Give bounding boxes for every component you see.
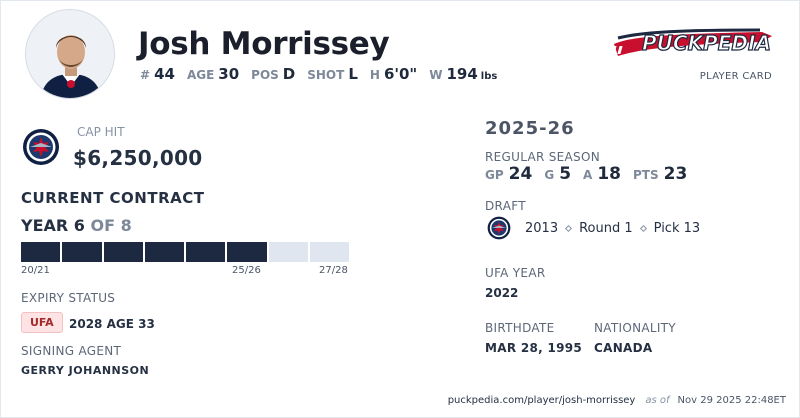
height-value: 6'0" <box>383 65 418 83</box>
height-label: H <box>369 68 380 82</box>
draft-year: 2013 <box>525 221 559 236</box>
jets-logo-icon <box>487 216 511 240</box>
signing-agent-label: SIGNING AGENT <box>21 344 122 358</box>
contract-year-segment <box>309 242 349 262</box>
as-of-label: as of <box>645 395 670 406</box>
draft-pick: Pick 13 <box>653 221 701 236</box>
goals-value: 5 <box>559 164 572 184</box>
weight-value: 194 <box>446 65 478 83</box>
contract-progress-bar <box>21 242 349 262</box>
timestamp: Nov 29 2025 22:48ET <box>677 395 786 406</box>
shot-label: SHOT <box>307 68 345 82</box>
birthdate-value: MAR 28, 1995 <box>485 341 583 355</box>
pos-label: POS <box>251 68 279 82</box>
ufa-year-label: UFA YEAR <box>485 266 546 280</box>
player-card-label: PLAYER CARD <box>699 71 772 82</box>
ufa-year-value: 2022 <box>485 286 519 300</box>
nationality-value: CANADA <box>594 341 653 355</box>
ufa-status-badge: UFA <box>21 312 63 333</box>
puckpedia-logo[interactable]: PUCKPEDIA <box>611 22 774 68</box>
goals-label: G <box>544 168 555 182</box>
logo-text: PUCKPEDIA <box>642 31 771 55</box>
points-value: 23 <box>663 164 688 184</box>
player-name: Josh Morrissey <box>138 26 390 62</box>
number-value: 44 <box>154 65 175 83</box>
contract-year: YEAR 6 OF 8 <box>21 216 132 235</box>
birthdate-label: BIRTHDATE <box>485 321 555 335</box>
contract-year-segment <box>144 242 184 262</box>
age-label: AGE <box>186 68 215 82</box>
contract-year-segment <box>21 242 61 262</box>
tick-end: 27/28 <box>319 265 348 276</box>
season-title: 2025-26 <box>485 118 575 139</box>
draft-details: 2013 Round 1 Pick 13 <box>525 221 700 236</box>
draft-label: DRAFT <box>485 199 526 213</box>
assists-label: A <box>583 168 593 182</box>
gp-label: GP <box>485 168 504 182</box>
gp-value: 24 <box>508 164 533 184</box>
player-meta: # 44 AGE 30 POS D SHOT L H 6'0" W 194 lb… <box>140 65 497 83</box>
contract-year-segment <box>62 242 102 262</box>
separator-icon <box>639 224 647 233</box>
player-avatar <box>25 9 115 99</box>
current-contract-title: CURRENT CONTRACT <box>21 189 205 207</box>
player-url-link[interactable]: puckpedia.com/player/josh-morrissey <box>447 395 636 406</box>
cap-hit-label: CAP HIT <box>77 125 125 139</box>
contract-year-current: YEAR 6 <box>21 216 85 235</box>
nationality-label: NATIONALITY <box>594 321 676 335</box>
expiry-year-age: 2028 AGE 33 <box>69 317 155 331</box>
season-stats: GP 24 G 5 A 18 PTS 23 <box>485 164 699 184</box>
tick-start: 20/21 <box>21 265 50 276</box>
assists-value: 18 <box>597 164 621 184</box>
tick-current: 25/26 <box>232 265 261 276</box>
signing-agent-name: GERRY JOHANNSON <box>21 364 150 377</box>
regular-season-label: REGULAR SEASON <box>485 150 600 164</box>
cap-hit-value: $6,250,000 <box>73 146 203 170</box>
number-label: # <box>140 68 151 82</box>
pos-value: D <box>282 65 296 83</box>
contract-year-segment <box>186 242 226 262</box>
weight-unit: lbs <box>480 71 498 82</box>
contract-year-total: OF 8 <box>90 216 132 235</box>
points-label: PTS <box>633 168 659 182</box>
jets-logo-icon <box>22 128 60 166</box>
shot-value: L <box>348 65 358 83</box>
contract-year-segment <box>227 242 267 262</box>
separator-icon <box>565 224 573 233</box>
footer: puckpedia.com/player/josh-morrissey as o… <box>448 395 786 406</box>
age-value: 30 <box>218 65 240 83</box>
weight-label: W <box>429 68 443 82</box>
draft-round: Round 1 <box>579 221 633 236</box>
expiry-status-label: EXPIRY STATUS <box>21 291 116 305</box>
contract-year-segment <box>103 242 143 262</box>
contract-year-segment <box>268 242 308 262</box>
